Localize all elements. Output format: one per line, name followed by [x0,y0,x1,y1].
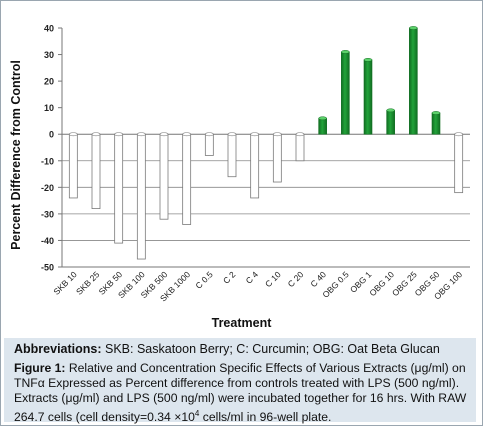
x-tick-label: SKB 10 [51,269,79,297]
bar [114,133,124,244]
bar [136,133,146,260]
y-tick-label: -30 [41,209,54,219]
x-tick-label: C 2 [221,269,238,286]
bar [91,133,101,209]
bar [341,51,350,135]
bar-cap [159,132,169,137]
y-tick-label: 40 [44,24,54,34]
bar-cap [250,132,259,137]
bar [409,27,418,135]
abbreviations-text: SKB: Saskatoon Berry; C: Curcumin; OBG: … [101,342,440,356]
x-tick-label: C 4 [244,269,261,286]
caption-background [4,338,476,422]
figure-caption: Figure 1: Relative and Concentration Spe… [14,361,474,425]
abbreviations-line: Abbreviations: SKB: Saskatoon Berry; C: … [14,342,474,356]
bar-cap [363,58,373,62]
bar-cap [409,26,418,30]
bar-cap [273,132,282,137]
bar [318,117,327,135]
x-tick-label: SKB 25 [74,269,102,297]
bar [272,133,282,183]
bar [363,59,373,135]
y-tick-label: -40 [41,236,54,246]
figure-label: Figure 1: [14,361,66,375]
abbreviations-label: Abbreviations: [14,342,102,356]
bar-cap [137,132,146,137]
bar-cap [91,132,101,137]
bar-cap [318,116,327,121]
bar-cap [227,132,237,137]
bar [227,133,237,178]
bar [182,133,192,225]
y-tick-label: 10 [44,103,54,113]
bar [431,112,441,135]
bar-cap [114,132,123,137]
y-tick-label: -10 [41,156,54,166]
bar [159,133,169,220]
y-axis-title: Percent Difference from Control [9,60,23,250]
y-tick-label: -20 [41,183,54,193]
bar-cap [295,132,305,137]
bar-cap [182,132,191,137]
x-tick-label: C 20 [286,269,306,289]
y-tick-label: 30 [44,50,54,60]
bar [68,133,78,199]
bar-cap [454,132,463,137]
y-axis-title-wrap: Percent Difference from Control [6,40,26,270]
x-axis-title: Treatment [211,316,272,330]
bar-cap [386,108,395,113]
bar-cap [205,132,214,137]
bar [454,133,464,194]
figure-text-2: cells/ml in 96-well plate. [199,410,332,425]
y-tick-label: 20 [44,77,54,87]
bar-cap [431,111,441,115]
figure-superscript: 4 [194,409,200,418]
bar [295,133,305,162]
y-tick-label: -50 [41,263,54,273]
figure-text-1: Relative and Concentration Specific Effe… [14,361,467,425]
bar [250,133,260,199]
x-tick-label: C 0.5 [193,269,215,291]
x-tick-label: C 40 [308,269,328,289]
y-tick-label: 0 [49,130,54,140]
bar-cap [69,132,78,137]
x-tick-label: C 10 [263,269,283,289]
bar [386,110,395,135]
bar [204,133,214,156]
bar-cap [341,50,350,54]
